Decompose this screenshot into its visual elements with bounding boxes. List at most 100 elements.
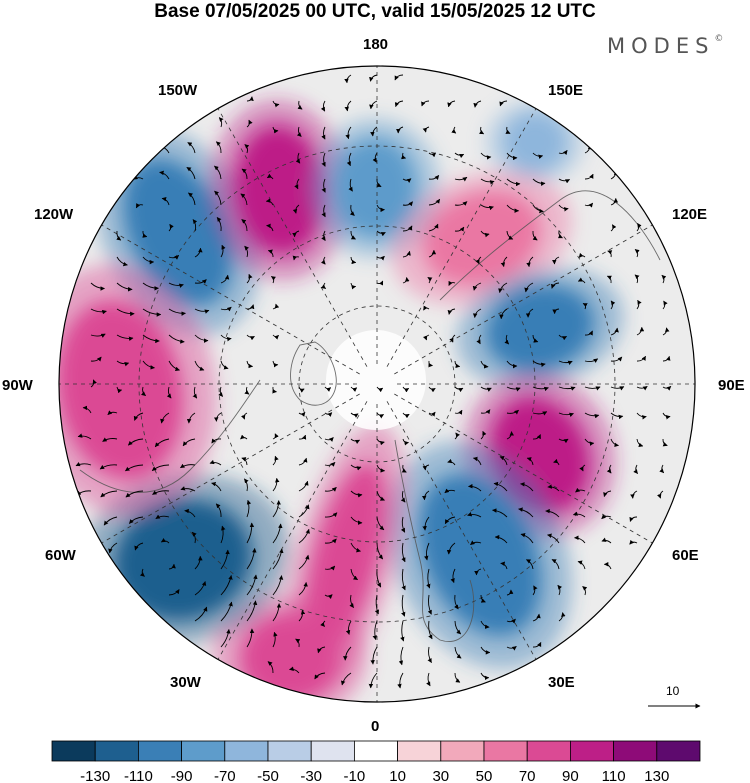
meridian-line xyxy=(394,224,653,375)
wind-arrow xyxy=(636,438,644,448)
wind-arrow xyxy=(194,308,210,314)
wind-arrow xyxy=(267,249,274,258)
wind-arrow xyxy=(506,646,517,651)
wind-arrow xyxy=(610,197,619,206)
wind-arrow xyxy=(525,308,534,318)
wind-arrow xyxy=(582,586,588,596)
wind-arrow xyxy=(629,516,638,522)
wind-arrow xyxy=(116,360,130,367)
wind-arrow xyxy=(607,250,613,258)
colorbar-swatch xyxy=(397,740,442,762)
wind-arrow xyxy=(557,230,563,239)
wind-arrow xyxy=(369,100,378,110)
wind-arrow xyxy=(376,568,382,588)
wind-arrow xyxy=(188,192,196,206)
wind-arrow xyxy=(152,490,170,495)
wind-arrow xyxy=(246,304,255,310)
wind-arrow xyxy=(266,223,274,232)
wind-arrow xyxy=(636,299,642,310)
wind-arrow xyxy=(220,525,226,544)
wind-arrow xyxy=(107,410,118,416)
wind-arrow xyxy=(610,224,617,232)
wind-arrow xyxy=(454,409,463,415)
wind-arrow xyxy=(350,438,361,444)
colorbar-tick-label: -130 xyxy=(80,768,110,783)
wind-arrow xyxy=(574,535,586,544)
wind-arrow xyxy=(244,245,249,258)
wind-arrow xyxy=(298,386,305,393)
wind-arrow xyxy=(246,600,258,622)
wind-arrow xyxy=(424,542,430,561)
wind-arrow xyxy=(374,594,379,615)
wind-arrow xyxy=(475,256,482,265)
wind-arrow xyxy=(220,575,233,596)
wind-arrow xyxy=(168,563,176,570)
wind-arrow xyxy=(558,178,571,184)
wind-arrow xyxy=(168,360,180,372)
wind-arrow xyxy=(473,100,482,108)
wind-arrow xyxy=(376,255,385,261)
wind-arrow xyxy=(321,282,326,289)
wind-arrow xyxy=(298,434,307,440)
wind-arrow xyxy=(246,547,257,570)
wind-arrow xyxy=(161,196,170,206)
wind-arrow xyxy=(603,490,612,498)
wind-arrow xyxy=(241,219,248,232)
wind-arrow xyxy=(186,167,196,180)
colorbar-tick-label: -90 xyxy=(171,768,193,783)
wind-arrow xyxy=(90,356,102,362)
wind-arrow xyxy=(401,594,406,617)
wind-arrow xyxy=(662,327,670,336)
wind-arrow xyxy=(244,144,250,154)
wind-arrow xyxy=(295,152,301,164)
wind-arrow xyxy=(246,334,255,341)
colorbar-tick-label: 130 xyxy=(644,768,669,783)
wind-arrow xyxy=(184,508,196,518)
wind-arrow xyxy=(398,646,404,666)
wind-arrow xyxy=(272,603,282,622)
colorbar-swatch xyxy=(440,740,485,762)
wind-arrow xyxy=(103,516,118,526)
lon-label-30e: 30E xyxy=(548,674,575,691)
wind-arrow xyxy=(584,173,594,180)
wind-arrow xyxy=(402,277,410,284)
wind-arrow xyxy=(324,486,337,492)
wind-arrow xyxy=(603,561,612,570)
wind-arrow xyxy=(90,282,105,291)
wind-arrow xyxy=(159,170,170,180)
wind-arrow xyxy=(350,568,358,581)
wind-arrow xyxy=(506,204,520,213)
wind-arrow xyxy=(401,542,406,563)
wind-arrow xyxy=(423,305,430,311)
wind-arrow xyxy=(447,458,456,466)
wind-arrow xyxy=(324,512,338,518)
wind-arrow xyxy=(99,464,118,470)
wind-arrow xyxy=(428,198,441,206)
wind-arrow xyxy=(426,568,431,589)
wind-arrow xyxy=(401,464,407,473)
wind-arrow xyxy=(610,356,623,362)
wind-arrow xyxy=(454,226,465,232)
wind-arrow xyxy=(220,549,230,570)
wind-arrow xyxy=(75,461,92,467)
wind-arrow xyxy=(220,360,229,370)
wind-arrow xyxy=(401,152,407,160)
wind-arrow xyxy=(376,280,384,286)
wind-arrow xyxy=(376,204,385,213)
wind-arrow xyxy=(321,152,326,167)
wind-arrow xyxy=(636,386,648,391)
wind-arrow xyxy=(142,360,155,370)
wind-arrow xyxy=(370,126,378,137)
arctic-ice-area xyxy=(326,330,426,430)
colorbar-tick-label: 110 xyxy=(602,768,626,783)
wind-vectors xyxy=(75,74,672,689)
wind-arrow xyxy=(428,152,437,158)
wind-arrow xyxy=(125,490,144,498)
wind-arrow xyxy=(160,412,170,424)
wind-arrow xyxy=(480,204,494,211)
wind-arrow xyxy=(272,523,283,544)
wind-arrow xyxy=(454,201,468,206)
graticule xyxy=(59,66,695,702)
wind-arrow xyxy=(610,386,625,391)
wind-arrow xyxy=(506,386,521,392)
